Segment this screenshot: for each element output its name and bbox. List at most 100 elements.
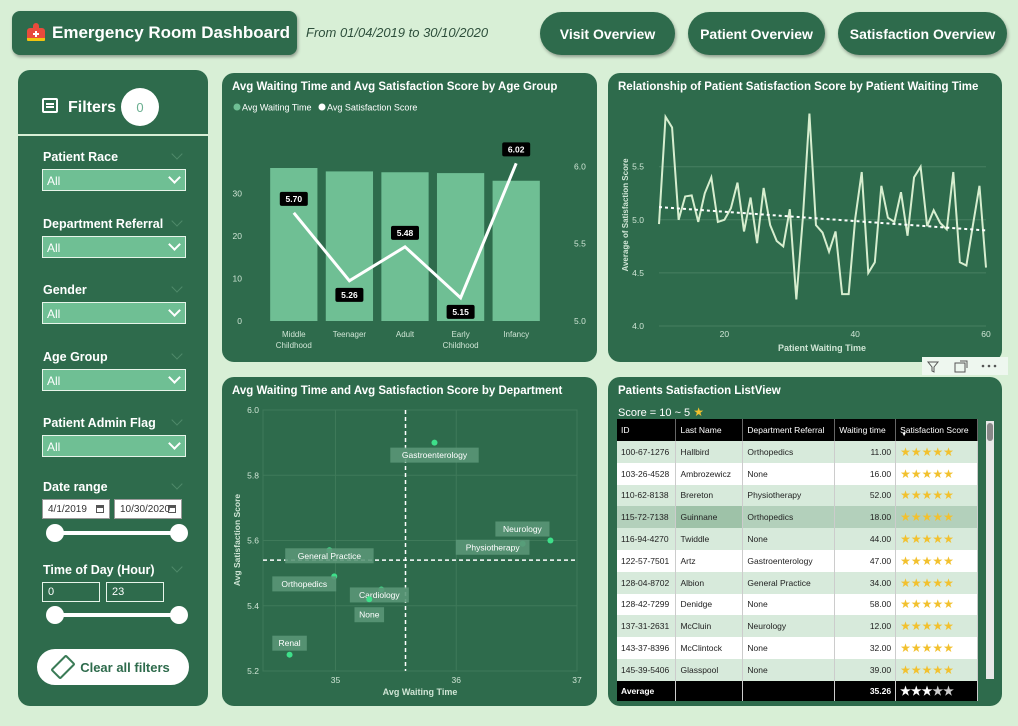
plot-area (262, 409, 578, 672)
patient-overview-button[interactable]: Patient Overview (688, 12, 825, 55)
time-min-input[interactable]: 0 (42, 582, 100, 602)
listview-scrollbar[interactable] (986, 421, 994, 679)
cell-waiting-time: 52.00 (834, 484, 897, 507)
column-header-satisfaction[interactable]: Satisfaction Score ▼ (895, 419, 978, 441)
table-row[interactable]: 103-26-4528 Ambrozewicz None 16.00 ★★★★★ (617, 462, 978, 485)
dropdown-arrow-icon (168, 238, 181, 251)
chevron-down-icon[interactable] (171, 561, 183, 573)
cell-last-name: Brereton (675, 484, 744, 507)
clear-all-filters-button[interactable]: Clear all filters (35, 647, 191, 687)
trend-line (658, 206, 987, 232)
line-satisfaction-score (292, 162, 518, 301)
date-range-slider-start-handle[interactable] (46, 524, 64, 542)
age-group-chart-title: Avg Waiting Time and Avg Satisfaction Sc… (232, 81, 558, 93)
focus-mode-icon[interactable] (954, 360, 968, 373)
column-header-last-name[interactable]: Last Name (675, 419, 744, 441)
column-header-waiting-time[interactable]: Waiting time (834, 419, 897, 441)
cell-satisfaction-stars: ★★★★★ (895, 484, 978, 507)
dropdown-arrow-icon (168, 304, 181, 317)
cell-satisfaction-stars: ★★★★★ (895, 658, 978, 681)
time-slider-track[interactable] (54, 613, 178, 617)
scatter-point[interactable] (366, 596, 373, 603)
ambulance-siren-icon (26, 23, 46, 43)
point-label-box (349, 587, 409, 603)
table-row[interactable]: 137-31-2631 McCluin Neurology 12.00 ★★★★★ (617, 615, 978, 638)
date-range-slider-end-handle[interactable] (170, 524, 188, 542)
point-label-box (455, 539, 530, 555)
time-max-input[interactable]: 23 (106, 582, 164, 602)
filter-label-department-referral: Department Referral (43, 217, 164, 231)
chevron-down-icon[interactable] (171, 281, 183, 293)
y-tick-label: 5.2 (247, 666, 259, 676)
filters-header: Filters 0 (18, 70, 208, 136)
legend-label-waiting: Avg Waiting Time (242, 103, 312, 113)
patient-race-select[interactable]: All (42, 169, 186, 191)
date-start-input[interactable]: 4/1/2019 (42, 499, 110, 519)
score-filter-label: Score = 10 ~ 5 (618, 407, 691, 419)
calendar-icon[interactable] (168, 505, 176, 513)
data-label-box (279, 191, 308, 206)
y-axis-title: Avg Satisfaction Score (232, 494, 242, 587)
scatter-point[interactable] (547, 537, 554, 544)
scatter-point[interactable] (286, 651, 293, 658)
time-slider-min-handle[interactable] (46, 606, 64, 624)
clear-filters-label: Clear all filters (80, 659, 170, 675)
table-row[interactable]: 143-37-8396 McClintock None 32.00 ★★★★★ (617, 637, 978, 659)
cell-waiting-time: 39.00 (834, 658, 897, 681)
table-row[interactable]: 116-94-4270 Twiddle None 44.00 ★★★★★ (617, 528, 978, 550)
date-end-input[interactable]: 10/30/2020 (114, 499, 182, 519)
y-left-tick-label: 30 (233, 189, 243, 199)
patient-admin-flag-select[interactable]: All (42, 435, 186, 457)
data-label-box (502, 142, 531, 157)
line-satisfaction-series (658, 113, 987, 300)
patient-race-value: All (47, 174, 61, 188)
cell-last-name: Denidge (675, 593, 744, 616)
point-label: Neurology (503, 524, 542, 534)
date-range-slider-track[interactable] (54, 531, 178, 535)
scatter-point[interactable] (431, 439, 438, 446)
department-chart-panel: Avg Waiting Time and Avg Satisfaction Sc… (222, 377, 597, 706)
table-row[interactable]: 128-42-7299 Denidge None 58.00 ★★★★★ (617, 593, 978, 616)
table-row[interactable]: 145-39-5406 Glasspool None 39.00 ★★★★★ (617, 658, 978, 681)
table-row[interactable]: 110-62-8138 Brereton Physiotherapy 52.00 ★★★… (617, 484, 978, 507)
cell-id: 143-37-8396 (617, 637, 677, 659)
chevron-down-icon[interactable] (171, 148, 183, 160)
time-slider-max-handle[interactable] (170, 606, 188, 624)
department-referral-select[interactable]: All (42, 236, 186, 258)
data-label: 5.26 (341, 290, 358, 300)
table-row[interactable]: 100-67-1276 Hallbird Orthopedics 11.00 ★★★★★ (617, 441, 978, 463)
column-header-department[interactable]: Department Referral (742, 419, 836, 441)
table-row[interactable]: 128-04-8702 Albion General Practice 34.00 ★★… (617, 571, 978, 594)
visit-overview-button[interactable]: Visit Overview (540, 12, 675, 55)
x-tick-label: 60 (981, 329, 991, 339)
date-start-value: 4/1/2019 (48, 504, 87, 515)
bar-waiting-time[interactable] (270, 168, 318, 321)
y-right-tick-label: 5.0 (574, 316, 586, 326)
cell-waiting-time: 16.00 (834, 462, 897, 485)
y-left-tick-label: 20 (233, 231, 243, 241)
chevron-down-icon[interactable] (171, 215, 183, 227)
y-tick-label: 6.0 (247, 405, 259, 415)
x-tick-label: 37 (572, 675, 582, 685)
table-row[interactable]: 115-72-7138 Guinnane Orthopedics 18.00 ★★★★★ (617, 506, 978, 529)
gender-select[interactable]: All (42, 302, 186, 324)
cell-department: Physiotherapy (742, 484, 836, 507)
filter-icon (42, 98, 58, 113)
cell-id: 110-62-8138 (617, 484, 677, 507)
cell-waiting-time: 11.00 (834, 441, 897, 463)
filter-icon[interactable] (926, 361, 940, 373)
chevron-down-icon[interactable] (171, 348, 183, 360)
dropdown-arrow-icon (168, 371, 181, 384)
chevron-down-icon[interactable] (171, 478, 183, 490)
cell-waiting-time: 18.00 (834, 506, 897, 529)
column-header-id[interactable]: ID (617, 419, 677, 441)
chevron-down-icon[interactable] (171, 414, 183, 426)
more-options-icon[interactable] (981, 364, 997, 368)
calendar-icon[interactable] (96, 505, 104, 513)
age-group-select[interactable]: All (42, 369, 186, 391)
satisfaction-overview-button[interactable]: Satisfaction Overview (838, 12, 1007, 55)
dropdown-arrow-icon (168, 171, 181, 184)
cell-id: 122-57-7501 (617, 549, 677, 572)
table-row[interactable]: 122-57-7501 Artz Gastroenterology 47.00 ★★★★… (617, 549, 978, 572)
scrollbar-thumb[interactable] (987, 423, 993, 441)
